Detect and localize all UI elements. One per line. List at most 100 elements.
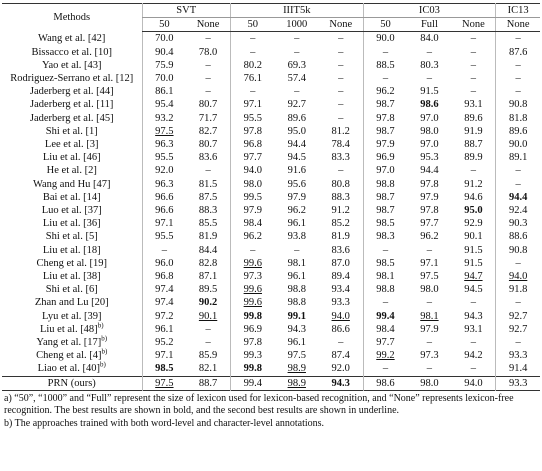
value-cell: 98.1 bbox=[407, 310, 451, 323]
value-cell: 97.4 bbox=[141, 296, 187, 310]
value-cell: 85.9 bbox=[198, 350, 218, 362]
value-cell: 94.0 bbox=[319, 310, 363, 323]
value-cell: 98.7 bbox=[362, 124, 408, 139]
footnote-marker: b) bbox=[100, 360, 106, 369]
method-name: Liu et al. [46] bbox=[42, 152, 101, 164]
value-cell: 98.0 bbox=[420, 125, 439, 137]
value-cell: 81.9 bbox=[198, 231, 218, 243]
value-cell: 90.0 bbox=[495, 138, 540, 152]
value-cell: 97.1 bbox=[141, 217, 187, 231]
value-cell: 99.2 bbox=[362, 349, 408, 363]
value-cell: 87.1 bbox=[198, 271, 218, 283]
value-cell: 90.8 bbox=[495, 98, 540, 112]
method-name: PRN (ours) bbox=[47, 377, 96, 389]
value-cell: 92.0 bbox=[331, 363, 350, 375]
value-cell: 81.2 bbox=[331, 125, 350, 137]
value-cell: – bbox=[205, 323, 211, 335]
group-header: IC03 bbox=[362, 3, 496, 19]
value-cell: – bbox=[338, 112, 344, 124]
value-text: 99.4 bbox=[376, 310, 395, 322]
value-cell: 98.4 bbox=[362, 322, 408, 337]
value-cell: – bbox=[495, 164, 540, 178]
value-cell: – bbox=[362, 296, 408, 310]
value-cell: – bbox=[495, 72, 540, 86]
value-text: 99.8 bbox=[243, 363, 262, 375]
value-cell: 97.4 bbox=[141, 283, 187, 297]
value-cell: 88.7 bbox=[186, 375, 231, 391]
method-cell: Liu et al. [36] bbox=[2, 217, 142, 230]
group-header: IC13 bbox=[495, 3, 540, 19]
value-cell: – bbox=[426, 363, 433, 375]
value-cell: – bbox=[338, 59, 344, 71]
value-cell: 87.5 bbox=[198, 191, 218, 203]
value-cell: – bbox=[470, 165, 477, 177]
value-cell: 96.3 bbox=[141, 138, 187, 152]
value-cell: 82.8 bbox=[198, 257, 218, 269]
table-row: Liu et al. [38] 96.8 87.1 97.3 96.1 89.4 98.1 9… bbox=[2, 270, 540, 284]
value-cell: 92.0 bbox=[141, 164, 187, 178]
value-cell: 94.4 bbox=[287, 139, 306, 151]
value-cell: 94.7 bbox=[452, 270, 496, 283]
method-cell: Yang et al. [17]b) bbox=[2, 335, 142, 349]
method-name: Jaderberg et al. [11] bbox=[30, 99, 114, 111]
value-cell: 80.8 bbox=[331, 178, 350, 190]
value-cell: 93.8 bbox=[287, 231, 306, 243]
value-cell: 97.8 bbox=[229, 336, 275, 350]
method-name: Liao et al. [40] bbox=[37, 363, 101, 375]
table-row: Wang and Hu [47] 96.3 81.5 98.0 95.6 80.8 98.8… bbox=[2, 177, 540, 191]
group-header-row: Methods SVT IIIT5k IC03 IC13 bbox=[2, 3, 540, 23]
value-cell: 94.0 bbox=[451, 375, 496, 391]
value-cell: 95.5 bbox=[141, 151, 187, 165]
table-row: Cheng et al. [4]b) 97.1 85.9 99.3 97.5 87.4 99… bbox=[2, 348, 540, 363]
value-cell: 97.0 bbox=[420, 112, 439, 124]
value-cell: – bbox=[362, 45, 408, 59]
method-cell: He et al. [2] bbox=[2, 164, 142, 177]
method-cell: PRN (ours) bbox=[2, 375, 142, 391]
value-cell: – bbox=[426, 297, 433, 309]
value-cell: – bbox=[338, 99, 344, 111]
value-cell: – bbox=[205, 33, 211, 45]
value-cell: 92.7 bbox=[495, 309, 540, 323]
value-cell: – bbox=[338, 86, 344, 98]
value-cell: 87.4 bbox=[331, 350, 350, 362]
value-cell: – bbox=[470, 363, 477, 375]
value-cell: 96.2 bbox=[229, 230, 275, 244]
value-cell: 97.1 bbox=[229, 98, 275, 112]
value-cell: 97.5 bbox=[420, 271, 439, 283]
value-cell: 97.7 bbox=[229, 151, 275, 165]
value-cell: – bbox=[426, 73, 433, 85]
table-row: Jaderberg et al. [44] 86.1 – – – – 96.2 91.5 – – bbox=[2, 85, 540, 99]
value-cell: – bbox=[470, 46, 477, 58]
value-cell: 99.8 bbox=[229, 362, 275, 377]
value-cell: 92.7 bbox=[495, 322, 540, 337]
value-cell: – bbox=[495, 336, 540, 350]
value-cell: 88.3 bbox=[331, 191, 350, 203]
column-header: 50 bbox=[141, 17, 187, 33]
value-cell: – bbox=[495, 177, 540, 191]
value-cell: 83.6 bbox=[331, 244, 350, 256]
value-cell: – bbox=[229, 85, 275, 99]
table-row: Liu et al. [46] 95.5 83.6 97.7 94.5 83.3 96.9 9… bbox=[2, 151, 540, 165]
method-name: Jaderberg et al. [45] bbox=[29, 112, 114, 124]
value-cell: 84.4 bbox=[198, 244, 218, 256]
value-text: 90.1 bbox=[198, 310, 218, 322]
table-row: Lee et al. [3] 96.3 80.7 96.8 94.4 78.4 97.9 97… bbox=[2, 138, 540, 152]
method-name: Yao et al. [43] bbox=[41, 59, 102, 71]
value-text: 98.9 bbox=[287, 363, 306, 375]
column-header: None bbox=[495, 17, 540, 33]
value-cell: 98.6 bbox=[362, 375, 408, 391]
value-cell: 94.5 bbox=[464, 284, 483, 296]
value-cell: 97.9 bbox=[362, 138, 408, 152]
value-text: 97.5 bbox=[155, 377, 174, 389]
method-cell: Bai et al. [14] bbox=[2, 191, 142, 204]
value-cell: – bbox=[470, 86, 477, 98]
value-cell: – bbox=[470, 33, 477, 45]
value-cell: – bbox=[426, 46, 433, 58]
method-cell: Yao et al. [43] bbox=[2, 59, 142, 72]
value-cell: 90.2 bbox=[186, 296, 230, 309]
value-cell: 97.9 bbox=[287, 191, 306, 203]
table-head: Methods SVT IIIT5k IC03 IC13 50 None 50 1000 None… bbox=[2, 3, 540, 33]
value-cell: 75.9 bbox=[141, 58, 187, 73]
value-cell: 91.9 bbox=[464, 125, 483, 137]
value-cell: 76.1 bbox=[229, 72, 275, 86]
